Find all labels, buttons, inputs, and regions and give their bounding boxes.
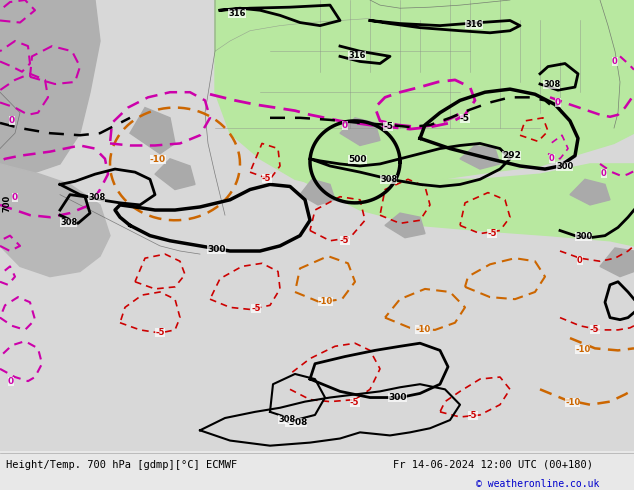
Text: -5: -5	[460, 114, 470, 123]
Text: -10: -10	[150, 155, 166, 164]
Text: -5: -5	[155, 328, 164, 337]
Text: 0: 0	[577, 256, 583, 265]
Text: 0: 0	[9, 116, 15, 125]
Text: 300: 300	[556, 162, 573, 171]
Text: 0: 0	[8, 377, 14, 386]
Text: 700: 700	[2, 195, 11, 212]
Text: -10: -10	[318, 297, 333, 306]
Text: 308: 308	[278, 415, 295, 424]
Text: -5: -5	[251, 304, 261, 314]
Text: -5: -5	[487, 229, 496, 238]
Polygon shape	[215, 0, 634, 190]
Text: -5: -5	[350, 398, 359, 407]
Text: Height/Temp. 700 hPa [gdmp][°C] ECMWF: Height/Temp. 700 hPa [gdmp][°C] ECMWF	[6, 460, 238, 469]
Text: -10: -10	[565, 398, 580, 407]
Polygon shape	[570, 179, 610, 205]
Text: 0: 0	[342, 121, 348, 130]
Polygon shape	[385, 213, 425, 238]
Text: 0: 0	[612, 56, 618, 66]
Text: 300: 300	[575, 232, 592, 241]
Text: 0: 0	[12, 193, 18, 202]
Text: 316: 316	[228, 9, 245, 19]
Text: 308: 308	[380, 175, 398, 184]
Text: 308: 308	[60, 219, 77, 227]
Text: -5: -5	[383, 122, 393, 131]
Text: -10: -10	[415, 325, 430, 334]
Text: -5: -5	[468, 411, 477, 420]
Text: 300: 300	[388, 392, 406, 402]
Polygon shape	[130, 108, 175, 154]
Polygon shape	[300, 179, 335, 205]
Text: 308: 308	[543, 80, 560, 89]
Text: © weatheronline.co.uk: © weatheronline.co.uk	[476, 479, 599, 489]
Polygon shape	[0, 164, 110, 277]
Polygon shape	[240, 72, 634, 246]
Text: -5: -5	[590, 325, 600, 334]
Text: 500: 500	[348, 155, 366, 164]
Text: 0: 0	[601, 169, 607, 178]
Text: -308: -308	[285, 418, 307, 427]
Text: 292: 292	[502, 151, 521, 160]
Text: -10: -10	[575, 345, 590, 354]
Polygon shape	[0, 0, 100, 174]
Polygon shape	[340, 118, 380, 146]
Text: 316: 316	[348, 51, 365, 60]
Text: -5: -5	[340, 236, 349, 245]
Text: 0: 0	[549, 154, 555, 163]
Text: Fr 14-06-2024 12:00 UTC (00+180): Fr 14-06-2024 12:00 UTC (00+180)	[393, 460, 593, 469]
Text: 0: 0	[555, 98, 561, 106]
Text: -5: -5	[262, 174, 271, 183]
Polygon shape	[600, 248, 634, 277]
Text: 316: 316	[465, 20, 482, 28]
Polygon shape	[155, 159, 195, 190]
Text: 308: 308	[88, 193, 105, 202]
Text: 300: 300	[207, 245, 226, 254]
Polygon shape	[460, 146, 500, 169]
